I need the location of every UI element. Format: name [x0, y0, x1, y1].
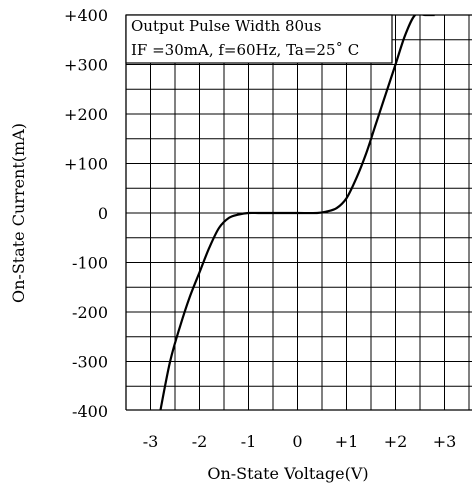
y-tick-label: +400: [64, 6, 108, 25]
tick-labels: +400 +300 +200 +100 0 -100 -200 -300 -400 -3 -2 -1 0…: [64, 6, 456, 451]
iv-curve-series: [159, 15, 435, 410]
x-tick-label: -3: [143, 432, 159, 451]
x-axis-label: On-State Voltage(V): [207, 464, 368, 483]
y-tick-label: +100: [64, 155, 108, 174]
x-tick-label: +1: [335, 432, 359, 451]
y-tick-label: -400: [72, 402, 108, 421]
annotation-box: Output Pulse Width 80us IF =30mA, f=60Hz…: [125, 14, 393, 64]
x-tick-label: +3: [433, 432, 457, 451]
y-tick-label: 0: [98, 204, 108, 223]
annotation-line-1: Output Pulse Width 80us: [131, 17, 321, 35]
x-tick-label: -1: [241, 432, 257, 451]
x-tick-label: 0: [292, 432, 302, 451]
y-tick-label: +300: [64, 56, 108, 75]
x-tick-label: +2: [384, 432, 408, 451]
y-axis-label: On-State Current(mA): [9, 123, 28, 303]
curve-layer: [159, 15, 435, 410]
y-tick-label: -300: [72, 353, 108, 372]
y-tick-label: +200: [64, 105, 108, 124]
annotation-line-2: IF =30mA, f=60Hz, Ta=25˚ C: [131, 41, 359, 59]
y-tick-label: -200: [72, 303, 108, 322]
y-tick-label: -100: [72, 254, 108, 273]
annotation-box-frame: [125, 14, 393, 64]
x-tick-label: -2: [192, 432, 208, 451]
